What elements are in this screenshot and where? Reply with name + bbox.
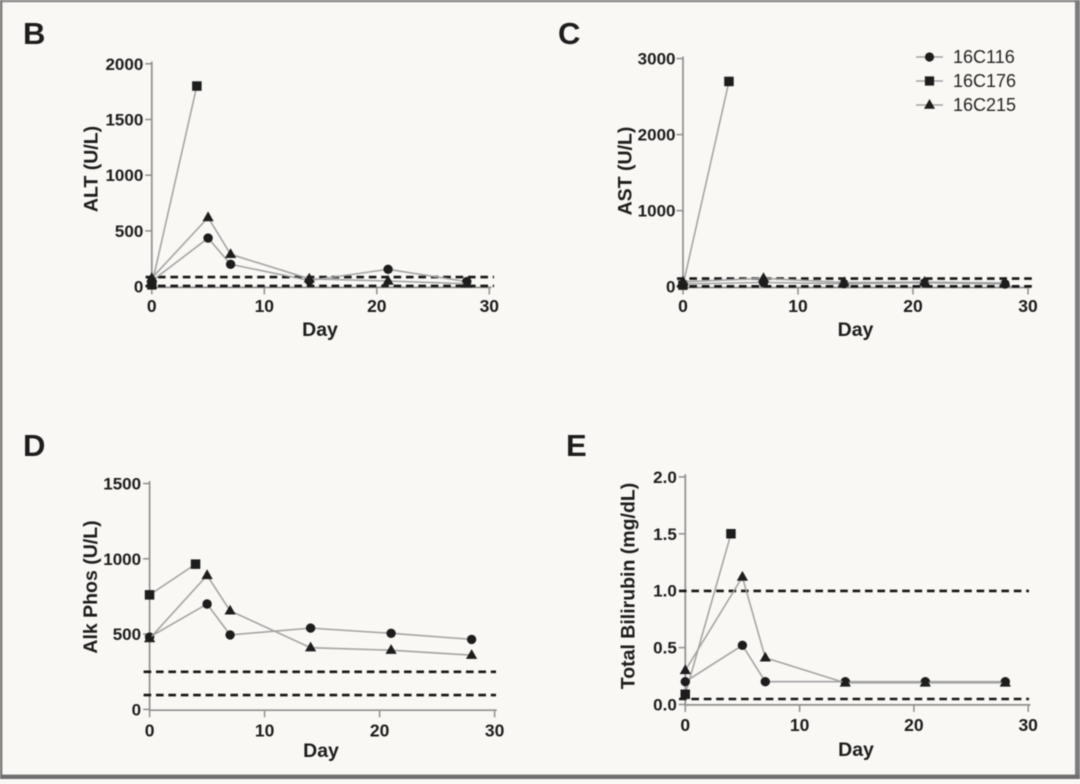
svg-text:20: 20	[367, 296, 387, 316]
svg-text:10: 10	[255, 296, 275, 316]
svg-text:Day: Day	[838, 319, 874, 341]
svg-text:1.0: 1.0	[653, 582, 677, 601]
svg-text:0: 0	[678, 296, 688, 316]
svg-text:0.5: 0.5	[653, 639, 677, 658]
svg-text:0: 0	[680, 715, 690, 735]
svg-text:Day: Day	[302, 319, 338, 341]
svg-text:2000: 2000	[105, 55, 143, 74]
svg-text:1500: 1500	[105, 111, 143, 130]
svg-text:0: 0	[132, 700, 141, 719]
svg-text:3000: 3000	[638, 50, 676, 69]
svg-text:0: 0	[666, 278, 675, 297]
svg-text:0: 0	[145, 721, 155, 741]
svg-text:1.5: 1.5	[653, 525, 677, 544]
svg-text:0.0: 0.0	[653, 696, 677, 715]
svg-text:20: 20	[904, 715, 924, 735]
svg-text:Total Bilirubin (mg/dL): Total Bilirubin (mg/dL)	[618, 483, 640, 690]
svg-text:2.0: 2.0	[653, 468, 677, 487]
svg-text:10: 10	[788, 296, 808, 316]
svg-text:AST (U/L): AST (U/L)	[615, 127, 637, 216]
svg-text:500: 500	[115, 222, 143, 241]
svg-text:Day: Day	[838, 739, 874, 761]
svg-text:20: 20	[370, 721, 390, 741]
svg-text:E: E	[566, 428, 587, 463]
svg-text:1000: 1000	[638, 202, 676, 221]
svg-text:1500: 1500	[103, 475, 141, 494]
svg-text:30: 30	[1018, 715, 1038, 735]
svg-text:0: 0	[134, 278, 143, 297]
svg-text:10: 10	[255, 721, 275, 741]
svg-text:10: 10	[790, 715, 810, 735]
svg-text:2000: 2000	[638, 126, 676, 145]
svg-text:16C176: 16C176	[953, 71, 1016, 91]
svg-text:D: D	[23, 428, 45, 463]
svg-text:Day: Day	[303, 740, 339, 762]
svg-text:16C116: 16C116	[953, 47, 1015, 67]
svg-text:0: 0	[147, 296, 157, 316]
svg-text:20: 20	[903, 296, 923, 316]
svg-text:30: 30	[480, 296, 500, 316]
svg-text:Alk Phos (U/L): Alk Phos (U/L)	[80, 520, 102, 653]
svg-text:500: 500	[113, 625, 141, 644]
svg-text:30: 30	[1018, 296, 1038, 316]
svg-text:30: 30	[485, 721, 505, 741]
svg-text:B: B	[23, 16, 45, 51]
svg-text:16C215: 16C215	[953, 95, 1016, 115]
svg-text:1000: 1000	[105, 166, 143, 185]
svg-text:C: C	[558, 16, 580, 51]
svg-text:ALT (U/L): ALT (U/L)	[81, 126, 103, 212]
svg-text:1000: 1000	[103, 550, 141, 569]
